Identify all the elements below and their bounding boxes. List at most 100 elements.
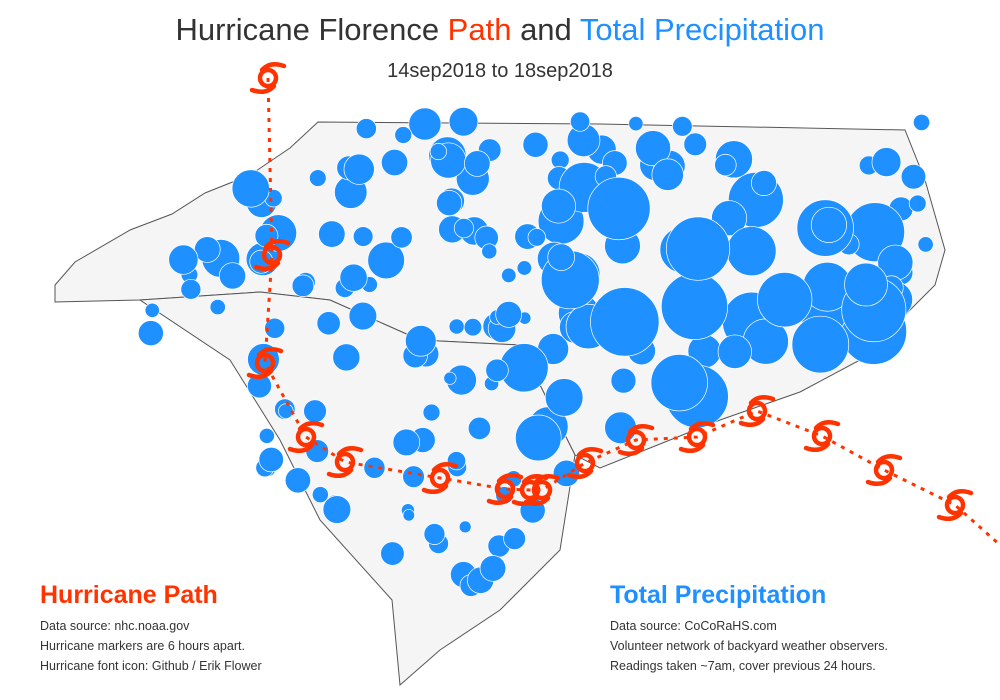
hurricane-icon xyxy=(678,420,716,454)
precipitation-circle xyxy=(516,260,533,276)
precipitation-circle xyxy=(463,150,491,177)
precipitation-circle xyxy=(392,428,421,457)
precipitation-circle xyxy=(757,272,813,328)
precipitation-circle xyxy=(137,320,164,347)
legend-line: Data source: CoCoRaHS.com xyxy=(610,619,777,633)
precipitation-circle xyxy=(714,153,737,177)
precipitation-circle xyxy=(309,169,327,187)
precipitation-circle xyxy=(683,132,707,157)
track-line xyxy=(263,77,1000,547)
precipitation-circle xyxy=(258,427,275,444)
precipitation-circle xyxy=(343,153,375,185)
precipitation-circle xyxy=(485,358,509,382)
precipitation-circle xyxy=(552,459,580,487)
title-precip: Total Precipitation xyxy=(579,12,825,47)
precipitation-circle xyxy=(303,399,327,423)
hurricane-icon xyxy=(738,394,776,428)
precipitation-circle xyxy=(495,301,523,328)
legend-line: Readings taken ~7am, cover previous 24 h… xyxy=(610,659,876,673)
precipitation-circle xyxy=(258,446,284,473)
precipitation-circle xyxy=(390,226,413,249)
precipitation-circle xyxy=(231,169,270,208)
precipitation-circle xyxy=(348,301,378,331)
hurricane-icon xyxy=(486,472,524,506)
precipitation-circle xyxy=(467,416,492,440)
precipitation-circle xyxy=(436,189,463,217)
precipitation-circle xyxy=(264,317,286,339)
precipitation-circle xyxy=(453,218,474,239)
precipitation-circle xyxy=(332,343,361,372)
precipitation-circle xyxy=(481,243,498,260)
precipitation-circle xyxy=(209,299,226,316)
precipitation-circles xyxy=(137,106,934,597)
precipitation-circle xyxy=(463,318,483,337)
precipitation-circle xyxy=(318,220,346,248)
precipitation-circle xyxy=(316,311,341,336)
precipitation-circle xyxy=(479,555,507,582)
precipitation-circle xyxy=(503,527,526,550)
precipitation-circle xyxy=(355,118,377,140)
hurricane-track xyxy=(246,61,1000,547)
precipitation-circle xyxy=(405,325,437,357)
hurricane-icon xyxy=(249,61,287,95)
precipitation-circle xyxy=(628,116,644,132)
precipitation-circle xyxy=(394,126,413,144)
precipitation-circle xyxy=(363,456,386,479)
precipitation-circle xyxy=(402,509,415,522)
precipitation-circle xyxy=(587,176,651,241)
precipitation-circle xyxy=(429,143,447,161)
subtitle: 14sep2018 to 18sep2018 xyxy=(387,60,613,82)
precipitation-circle xyxy=(367,241,405,280)
legend-heading: Total Precipitation xyxy=(610,581,827,609)
precipitation-circle xyxy=(522,131,549,158)
precipitation-circle xyxy=(547,243,575,271)
precipitation-circle xyxy=(527,228,546,247)
title-text: Hurricane Florence xyxy=(175,12,448,47)
precipitation-circle xyxy=(917,236,934,253)
precipitation-circle xyxy=(844,262,888,307)
precipitation-circle xyxy=(423,523,446,545)
precipitation-circle xyxy=(515,414,562,462)
precipitation-circle xyxy=(501,267,517,284)
hurricane-icon xyxy=(803,419,841,453)
precipitation-circle xyxy=(610,367,637,394)
legend-line: Data source: nhc.noaa.gov xyxy=(40,619,190,633)
precipitation-circle xyxy=(311,486,329,504)
precipitation-circle xyxy=(871,147,902,177)
precipitation-circle xyxy=(168,244,199,275)
hurricane-icon xyxy=(865,453,903,487)
legend-line: Volunteer network of backyard weather ob… xyxy=(610,639,888,653)
hurricane-icon xyxy=(287,420,325,454)
hurricane-icon xyxy=(246,346,284,380)
hurricane-icon xyxy=(523,473,561,507)
legend-line: Hurricane font icon: Github / Erik Flowe… xyxy=(40,659,262,673)
hurricane-icon xyxy=(421,461,459,495)
precipitation-circle xyxy=(541,188,576,224)
precipitation-circle xyxy=(458,520,472,534)
precipitation-circle xyxy=(672,116,693,137)
precipitation-circle xyxy=(570,111,591,132)
precipitation-circle xyxy=(544,378,584,417)
precipitation-circle xyxy=(322,495,352,524)
precipitation-circle xyxy=(590,287,660,357)
hurricane-icon xyxy=(253,238,291,272)
legend-total-precipitation: Total Precipitation Data source: CoCoRaH… xyxy=(610,580,888,676)
hurricane-icon xyxy=(326,445,364,479)
precipitation-circle xyxy=(810,206,847,243)
precipitation-circle xyxy=(339,263,368,292)
page-title: Hurricane Florence Path and Total Precip… xyxy=(0,12,1000,48)
legend-heading: Hurricane Path xyxy=(40,581,218,609)
hurricane-icon xyxy=(566,446,604,480)
precipitation-circle xyxy=(380,148,409,177)
precipitation-circle xyxy=(717,334,752,369)
precipitation-circle xyxy=(443,371,457,385)
title-path: Path xyxy=(447,12,512,47)
precipitation-circle xyxy=(912,113,931,131)
precipitation-circle xyxy=(448,106,479,137)
legend-hurricane-path: Hurricane Path Data source: nhc.noaa.gov… xyxy=(40,580,262,676)
precipitation-circle xyxy=(726,226,777,277)
hurricane-icon xyxy=(936,488,974,522)
precipitation-circle xyxy=(180,278,202,300)
